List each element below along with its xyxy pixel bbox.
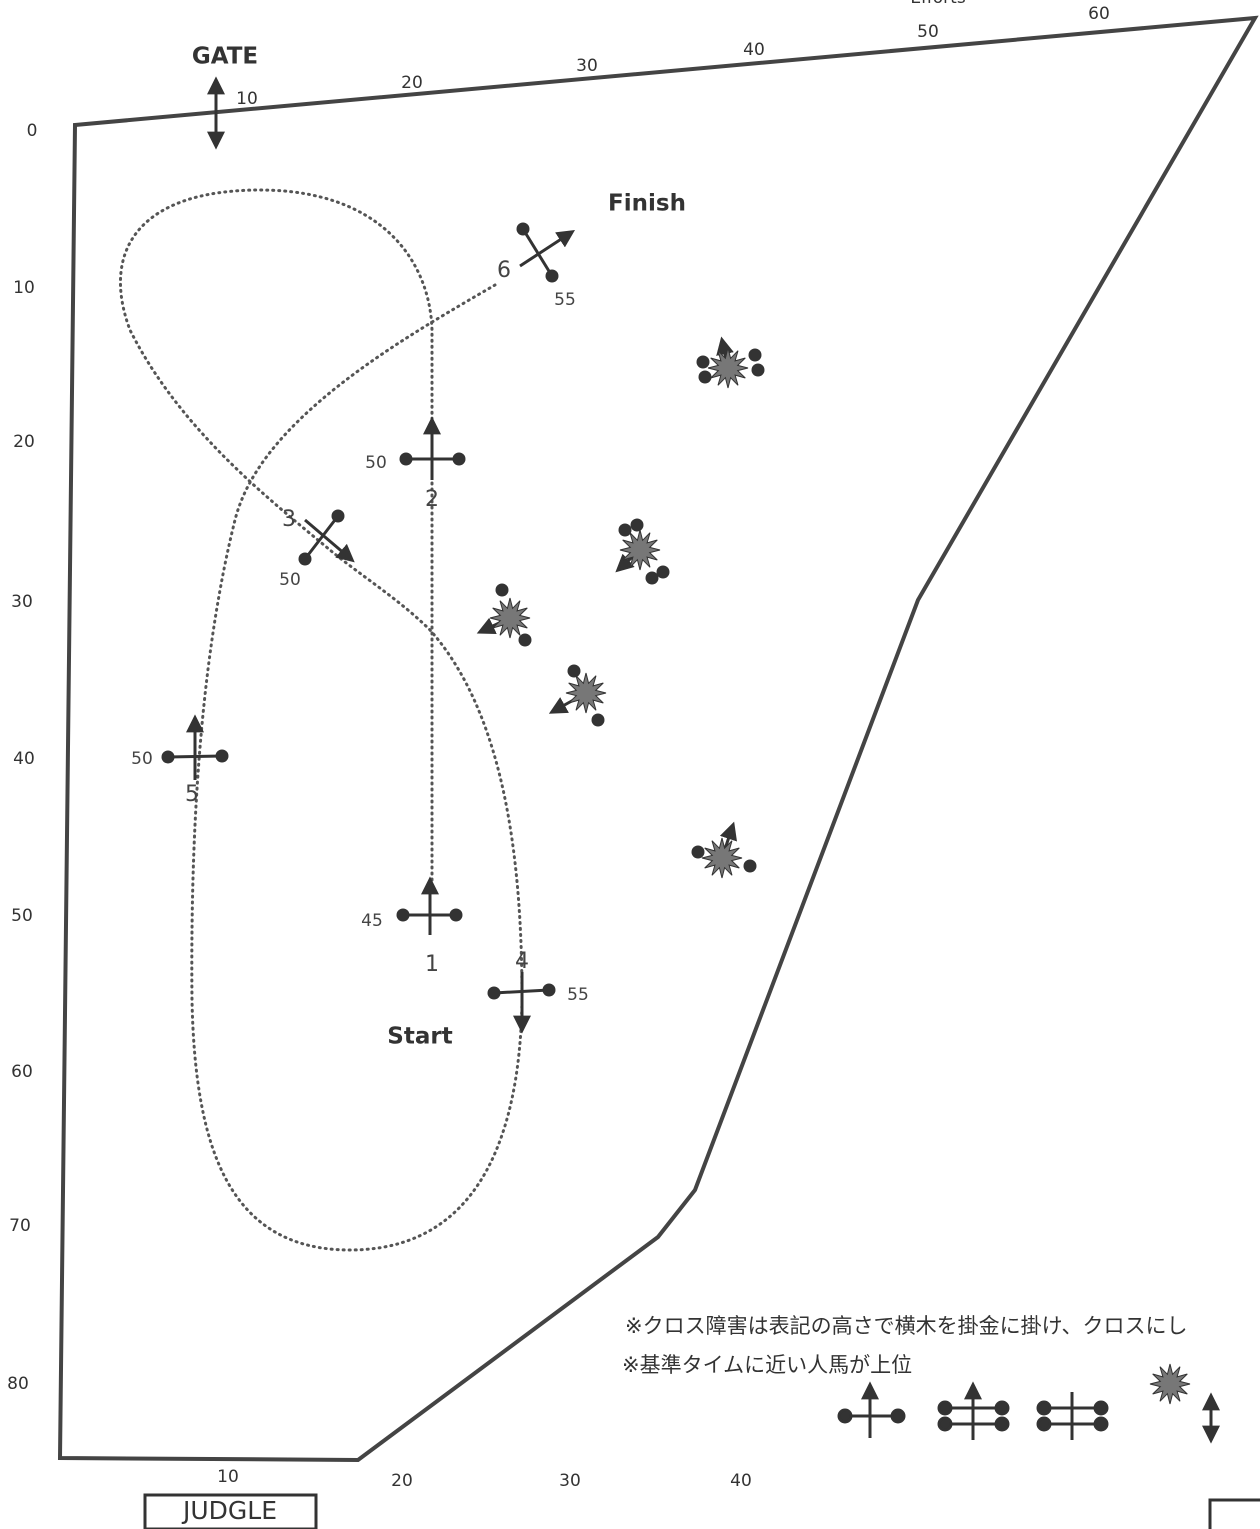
pole-end xyxy=(396,908,410,922)
fence-height: 55 xyxy=(567,985,589,1005)
fence-number: 4 xyxy=(515,949,529,974)
note: ※クロス障害は表記の高さで横木を掛金に掛け、クロスにし xyxy=(625,1314,1188,1338)
pole-end xyxy=(645,571,659,585)
ruler-label: 50 xyxy=(11,906,33,926)
ruler-label: 20 xyxy=(13,432,35,452)
pole-end xyxy=(698,370,712,384)
obstacle-star xyxy=(1149,1363,1191,1405)
legend xyxy=(837,1381,1220,1444)
fence-height: 45 xyxy=(361,911,383,931)
pole-end xyxy=(743,859,757,873)
efforts-label: Efforts xyxy=(910,0,966,8)
arena-outline xyxy=(57,15,1259,1463)
fence-height: 50 xyxy=(279,570,301,590)
ruler-label: 40 xyxy=(13,749,35,769)
ruler-label: 70 xyxy=(9,1216,31,1236)
start-label: Start xyxy=(387,1024,452,1050)
pole-end xyxy=(487,986,501,1000)
pole-end xyxy=(449,908,463,922)
fence-direction xyxy=(519,230,576,268)
ruler-label: 10 xyxy=(236,89,258,109)
fence-number: 3 xyxy=(282,507,296,532)
obstacle-star xyxy=(701,837,743,879)
pole-end xyxy=(516,222,530,236)
ruler-label: 20 xyxy=(401,73,423,93)
gate-label: GATE xyxy=(192,44,258,70)
ruler-label: 80 xyxy=(7,1374,29,1394)
pole-end xyxy=(748,348,762,362)
finish-label: Finish xyxy=(608,191,686,217)
pole-end xyxy=(298,552,312,566)
ruler-label: 30 xyxy=(559,1471,581,1491)
ruler-label: 10 xyxy=(217,1467,239,1487)
pole-end xyxy=(545,269,559,283)
ruler-label: 10 xyxy=(13,278,35,298)
fence-number: 2 xyxy=(425,487,439,512)
pole-end xyxy=(215,749,229,763)
ruler-label: 30 xyxy=(11,592,33,612)
ruler-label: 30 xyxy=(576,56,598,76)
fence-height: 50 xyxy=(131,749,153,769)
ruler-label: 0 xyxy=(27,121,38,141)
note: ※基準タイムに近い人馬が上位 xyxy=(622,1353,912,1377)
pole-end xyxy=(691,845,705,859)
fence-height: 55 xyxy=(554,290,576,310)
course-route xyxy=(119,188,524,1252)
pole-end xyxy=(656,565,670,579)
judge-label: JUDGLE xyxy=(181,1496,277,1525)
fence-number: 5 xyxy=(185,782,199,807)
pole-end xyxy=(161,750,175,764)
box xyxy=(1208,1498,1260,1529)
pole-end xyxy=(331,509,345,523)
fence-pole xyxy=(303,515,340,560)
pole-end xyxy=(751,363,765,377)
pole-end xyxy=(495,583,509,597)
pole-end xyxy=(518,633,532,647)
obstacle-star xyxy=(707,347,749,389)
fence-number: 1 xyxy=(425,952,439,977)
pole-end xyxy=(696,355,710,369)
obstacle-star xyxy=(489,597,531,639)
pole-end xyxy=(630,518,644,532)
ruler-label: 60 xyxy=(1088,4,1110,24)
pole-end xyxy=(399,452,413,466)
fence-direction xyxy=(304,518,355,563)
ruler-label: 40 xyxy=(743,40,765,60)
ruler-label: 40 xyxy=(730,1471,752,1491)
obstacle-star xyxy=(619,529,661,571)
fence-height: 50 xyxy=(365,453,387,473)
judge-box xyxy=(143,1493,318,1529)
obstacle-star xyxy=(565,672,607,714)
fence-number: 6 xyxy=(497,258,511,283)
fence-pole xyxy=(521,228,554,277)
ruler-label: 50 xyxy=(917,22,939,42)
pole-end xyxy=(452,452,466,466)
ruler-label: 60 xyxy=(11,1062,33,1082)
pole-end xyxy=(618,523,632,537)
ruler-label: 20 xyxy=(391,1471,413,1491)
pole-end xyxy=(567,664,581,678)
pole-end xyxy=(591,713,605,727)
pole-end xyxy=(542,983,556,997)
